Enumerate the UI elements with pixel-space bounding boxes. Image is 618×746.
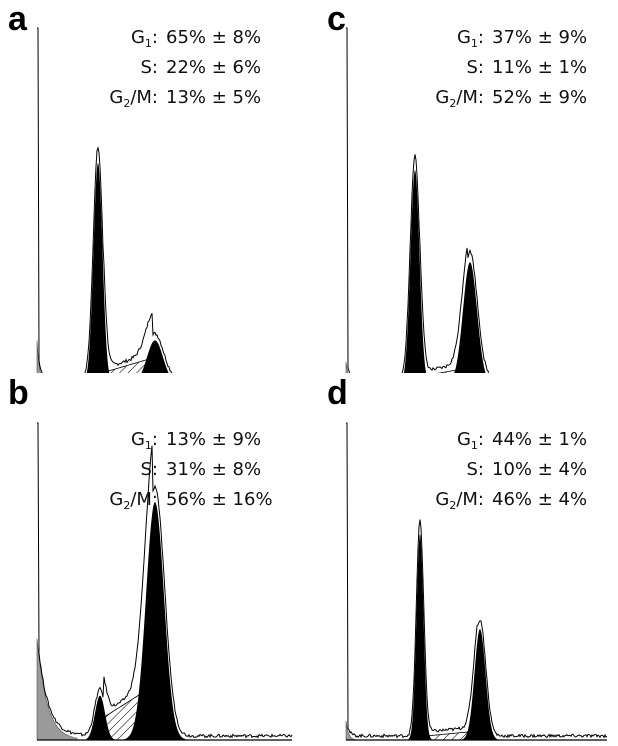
stat-row-g2m: G2/M: 52% ± 9% [435,86,610,116]
debris-area [36,340,41,373]
phase-suffix: : [477,459,484,480]
phase-label: S [466,57,478,78]
stats-block: G1: 37% ± 9% S: 11% ± 1% G2/M: 52% ± 9% [435,26,610,116]
phase-label: G [130,429,145,450]
stat-row-g1: G1: 65% ± 8% [109,26,284,56]
phase-suffix: /M: [130,489,158,510]
stat-row-g1: G1: 13% ± 9% [109,428,284,458]
panel-c: c G1: 37% ± 9% S: 11% ± 1% G2/M: 52% ± 9% [309,0,618,373]
stat-value: 44% ± 1% [492,429,588,450]
debris-area [36,638,78,741]
phase-label: G [456,429,471,450]
phase-suffix: : [477,27,484,48]
phase-suffix: : [477,57,484,78]
stat-row-g1: G1: 37% ± 9% [435,26,610,56]
stat-value: 52% ± 9% [492,87,588,108]
g1-peak [403,170,427,373]
histogram-b [36,422,293,741]
stat-row-s: S: 11% ± 1% [435,56,610,86]
phase-subscript: 2 [123,499,131,512]
stat-row-g2m: G2/M: 13% ± 5% [109,86,284,116]
panel-letter: a [8,0,27,38]
stat-value: 22% ± 6% [166,57,262,78]
phase-subscript: 1 [470,439,478,452]
phase-suffix: : [151,27,158,48]
phase-label: S [140,57,152,78]
stats-block: G1: 13% ± 9% S: 31% ± 8% G2/M: 56% ± 16% [109,428,284,518]
stat-value: 11% ± 1% [492,57,588,78]
stat-value: 37% ± 9% [492,27,588,48]
stats-block: G1: 65% ± 8% S: 22% ± 6% G2/M: 13% ± 5% [109,26,284,116]
g2m-peak [458,629,502,740]
phase-label: S [140,459,152,480]
panel-a: a G1: 65% ± 8% S: 22% ± 6% G2/M: 13% ± 5% [0,0,309,373]
phase-label: G [456,27,471,48]
stat-value: 31% ± 8% [166,459,262,480]
g2m-peak [141,340,169,373]
histogram-outline [345,422,608,739]
phase-label: G [130,27,145,48]
stat-row-s: S: 10% ± 4% [435,458,610,488]
panel-letter: d [327,374,348,412]
phase-suffix: : [151,57,158,78]
phase-subscript: 2 [449,97,457,110]
phase-suffix: /M: [456,489,484,510]
g1-peak [80,695,120,740]
histogram-outline [37,422,293,739]
phase-subscript: 2 [449,499,457,512]
histogram-d [345,422,608,741]
stat-row-s: S: 22% ± 6% [109,56,284,86]
histogram-c [345,27,489,373]
stat-value: 13% ± 9% [166,429,262,450]
stat-value: 10% ± 4% [492,459,588,480]
phase-suffix: /M: [130,87,158,108]
phase-suffix: : [151,429,158,450]
phase-subscript: 2 [123,97,131,110]
g2m-peak [119,502,191,740]
stats-block: G1: 44% ± 1% S: 10% ± 4% G2/M: 46% ± 4% [435,428,610,518]
stat-value: 46% ± 4% [492,489,588,510]
phase-label: G [109,489,124,510]
phase-label: G [435,489,450,510]
stat-row-g2m: G2/M: 46% ± 4% [435,488,610,518]
panel-b: b G1: 13% ± 9% S: 31% ± 8% G2/M: 56% ± 16% [0,373,309,746]
g1-peak [86,162,110,373]
phase-subscript: 1 [144,37,152,50]
s-phase-area [103,357,153,373]
g1-peak [406,533,434,740]
phase-subscript: 1 [144,439,152,452]
histogram-a [36,27,173,373]
histogram-outline [37,27,173,373]
stat-row-g1: G1: 44% ± 1% [435,428,610,458]
debris-area [345,361,349,373]
phase-suffix: /M: [456,87,484,108]
g2m-peak [454,262,486,373]
phase-suffix: : [151,459,158,480]
phase-subscript: 1 [470,37,478,50]
stat-value: 65% ± 8% [166,27,262,48]
phase-label: G [109,87,124,108]
stat-value: 13% ± 5% [166,87,262,108]
panel-letter: c [327,0,346,38]
panel-d: d G1: 44% ± 1% S: 10% ± 4% G2/M: 46% ± 4% [309,373,618,746]
phase-suffix: : [477,429,484,450]
stat-value: 56% ± 16% [166,489,273,510]
stat-row-g2m: G2/M: 56% ± 16% [109,488,284,518]
phase-label: S [466,459,478,480]
panel-letter: b [8,374,29,412]
histogram-outline [346,27,489,373]
stat-row-s: S: 31% ± 8% [109,458,284,488]
phase-label: G [435,87,450,108]
